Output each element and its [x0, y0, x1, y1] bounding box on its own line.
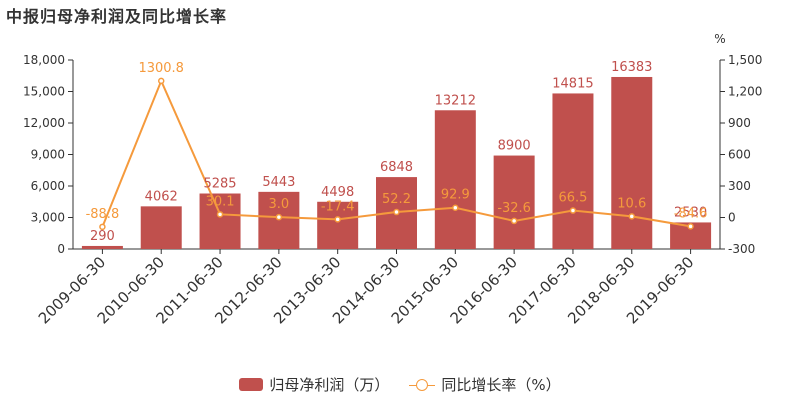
line-point: [687, 223, 694, 230]
chart-title: 中报归母净利润及同比增长率: [6, 7, 228, 26]
bar: [81, 245, 123, 249]
bar-value-label: 5443: [262, 175, 295, 190]
line-value-label: -32.6: [497, 201, 531, 216]
line-value-label: 3.0: [269, 197, 290, 212]
y-right-unit-label: %: [714, 32, 725, 46]
line-point: [275, 213, 283, 221]
line-value-label: 52.2: [382, 192, 411, 207]
y-right-tick-label: 1,500: [728, 53, 762, 67]
legend-bar-swatch-icon: [239, 378, 264, 391]
bar: [493, 155, 535, 249]
legend: 归母净利润（万） 同比增长率（%）: [0, 374, 800, 395]
line-value-label: 10.6: [617, 196, 646, 211]
y-right-tick-label: 900: [728, 116, 751, 130]
legend-item-line[interactable]: 同比增长率（%）: [409, 374, 561, 395]
bar-series: [81, 76, 712, 249]
line-value-label: -88.8: [86, 207, 120, 222]
line-value-label: 66.5: [558, 191, 587, 206]
y-left-tick-label: 9,000: [31, 148, 65, 162]
y-right-tick-label: 1,200: [728, 85, 762, 99]
line-value-label: 1300.8: [138, 61, 184, 76]
y-right-tick-label: -300: [728, 242, 755, 256]
bar-value-label: 6848: [380, 160, 413, 175]
line-point: [628, 213, 636, 220]
y-left-tick-label: 0: [57, 242, 65, 256]
legend-bar-label: 归母净利润（万）: [269, 376, 390, 394]
y-left-tick-label: 18,000: [23, 53, 65, 67]
bar: [434, 110, 476, 249]
line-value-label: 92.9: [441, 188, 470, 203]
line-point: [510, 217, 518, 225]
line-point: [157, 77, 165, 85]
y-right-tick-label: 0: [728, 211, 736, 225]
bar-value-label: 8900: [498, 139, 531, 154]
bar: [140, 206, 182, 249]
line-point: [334, 216, 341, 223]
line-point: [569, 207, 577, 214]
line-point: [99, 223, 106, 231]
y-right-tick-label: 300: [728, 179, 751, 193]
legend-line-label: 同比增长率（%）: [441, 376, 561, 394]
y-left-tick-label: 3,000: [31, 211, 65, 225]
line-value-label: -84.6: [674, 206, 708, 221]
line-point: [216, 211, 224, 218]
bar: [552, 93, 594, 249]
bar-value-label: 4498: [321, 185, 354, 200]
bar-value-label: 2530: [674, 205, 707, 220]
line-value-label: -17.4: [321, 199, 355, 214]
y-left-tick-label: 12,000: [23, 116, 65, 130]
line-point: [393, 208, 400, 216]
bar-value-label: 14815: [552, 76, 593, 91]
legend-line-swatch-icon: [409, 378, 436, 392]
bar-value-label: 290: [90, 229, 115, 244]
y-left-tick-label: 6,000: [31, 179, 65, 193]
y-left-tick-label: 15,000: [23, 85, 65, 99]
bar: [199, 193, 241, 249]
bar: [317, 201, 359, 249]
bar-value-label: 16383: [611, 60, 652, 75]
bar-value-label: 13212: [435, 93, 476, 108]
legend-item-bar[interactable]: 归母净利润（万）: [239, 374, 389, 395]
bar: [611, 76, 653, 249]
line-value-label: 30.1: [206, 194, 235, 209]
data-labels: 290 4062 5285 5443 4498 6848 13212 8900 14815 163…: [86, 60, 708, 244]
line-series: [99, 77, 694, 231]
y-right-tick-label: 600: [728, 148, 751, 162]
line-point: [452, 204, 459, 211]
bar-value-label: 5285: [203, 177, 236, 192]
bar-value-label: 4062: [145, 189, 178, 204]
